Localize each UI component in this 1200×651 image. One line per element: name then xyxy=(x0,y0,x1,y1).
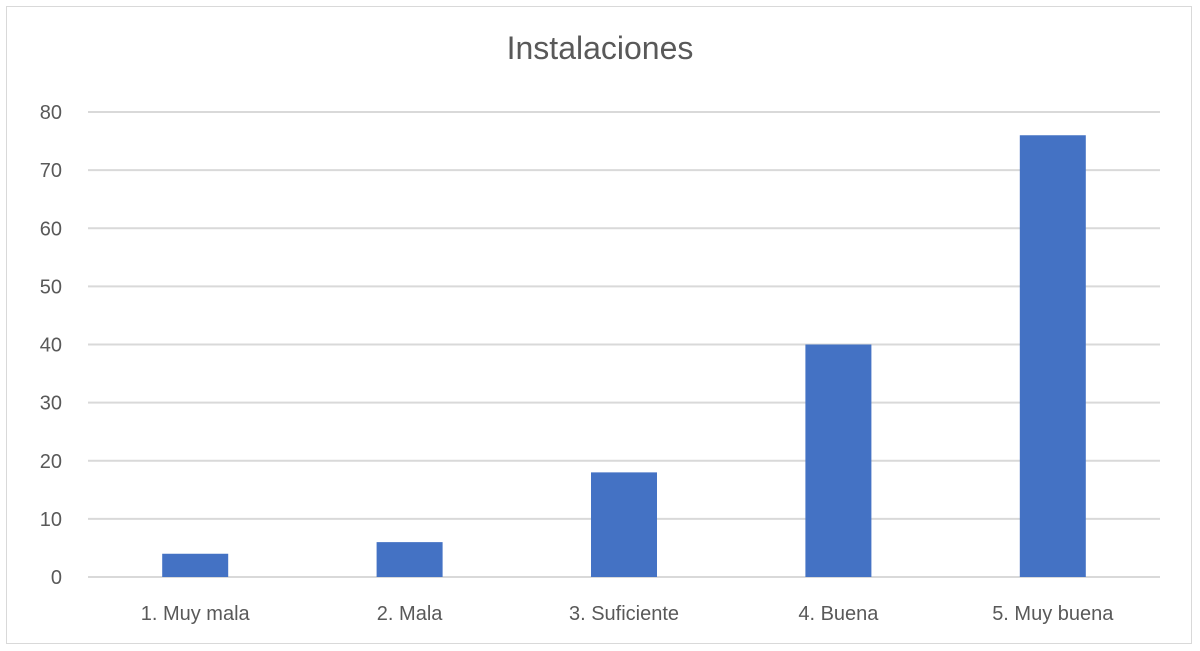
y-tick-label: 30 xyxy=(40,393,62,415)
y-tick-label: 10 xyxy=(40,509,62,531)
x-tick-label: 5. Muy buena xyxy=(992,603,1114,625)
y-tick-label: 70 xyxy=(40,160,62,182)
chart-frame xyxy=(6,6,1192,644)
bar xyxy=(1019,135,1086,577)
y-tick-label: 60 xyxy=(40,218,62,240)
bar xyxy=(162,553,229,577)
x-tick-label: 1. Muy mala xyxy=(141,603,251,625)
y-tick-label: 40 xyxy=(40,335,62,357)
y-tick-label: 50 xyxy=(40,276,62,298)
bar xyxy=(591,472,657,577)
bar xyxy=(376,542,443,577)
x-tick-label: 2. Mala xyxy=(377,603,443,625)
bar xyxy=(805,344,872,577)
y-tick-label: 0 xyxy=(51,567,62,589)
x-tick-label: 3. Suficiente xyxy=(569,603,679,625)
chart-title: Instalaciones xyxy=(506,30,694,66)
y-tick-label: 20 xyxy=(40,451,62,473)
y-tick-label: 80 xyxy=(40,102,62,124)
x-tick-label: 4. Buena xyxy=(798,603,879,625)
